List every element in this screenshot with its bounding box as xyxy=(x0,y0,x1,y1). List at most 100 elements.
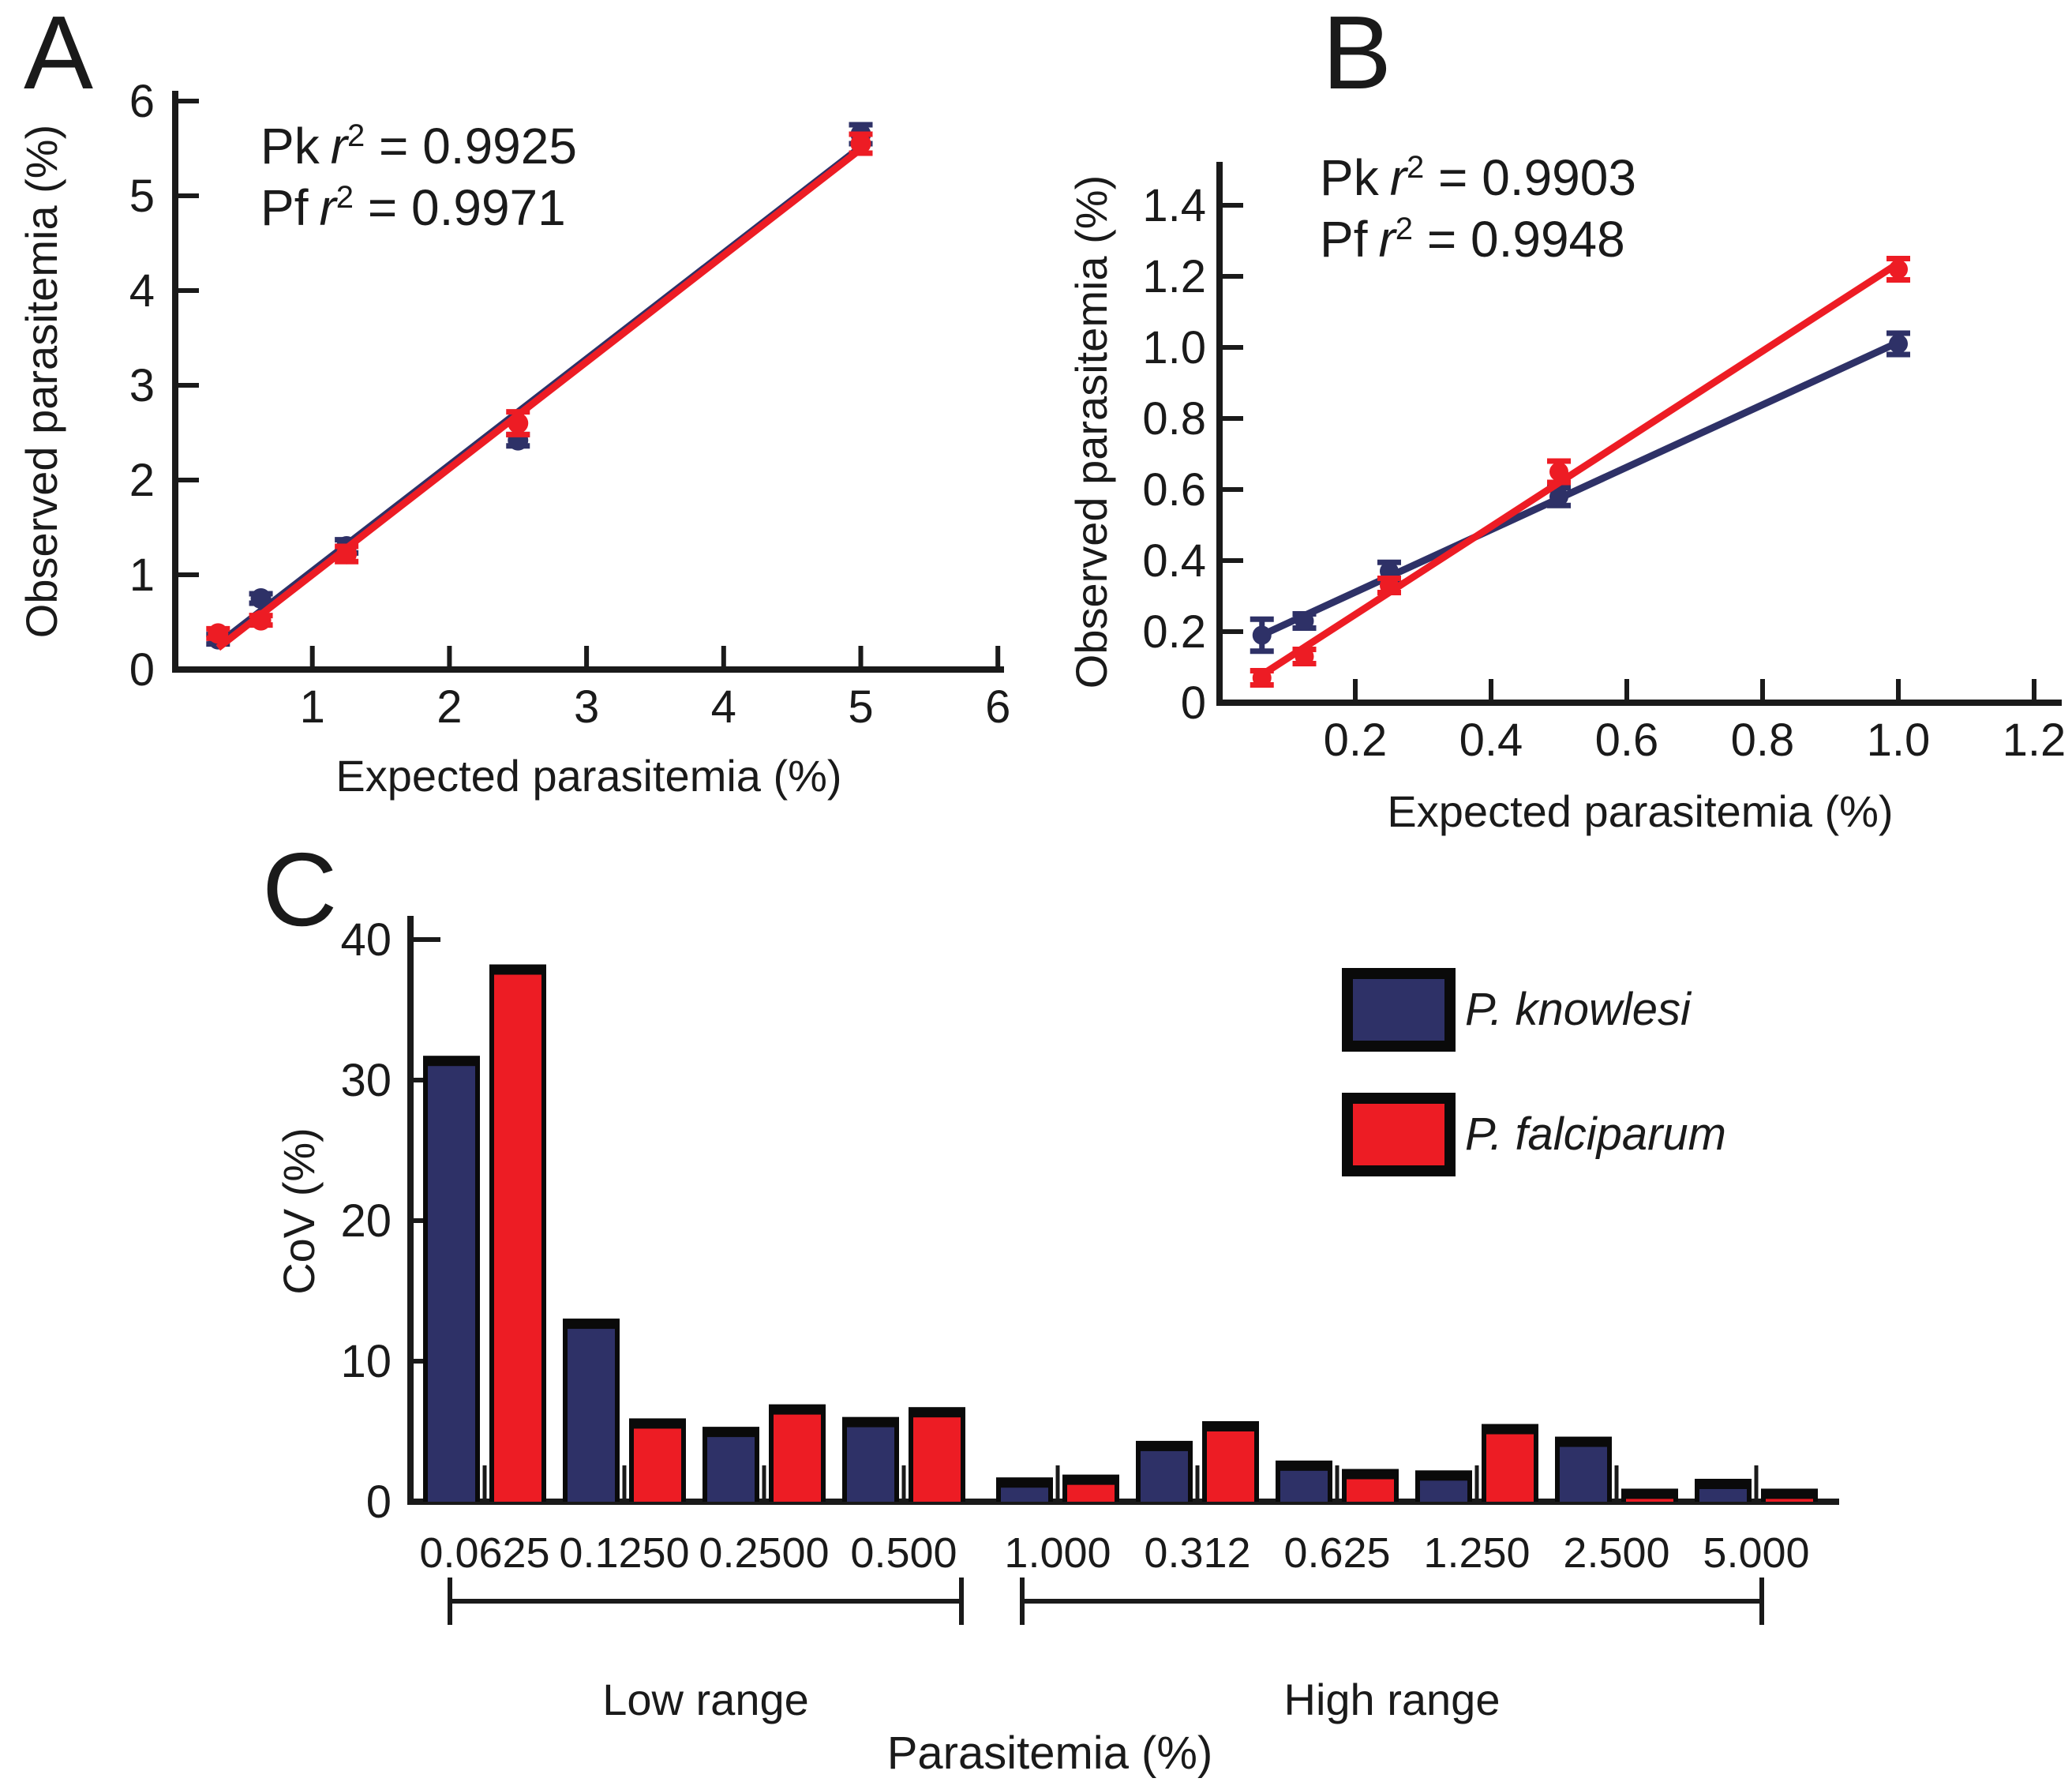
y-axis-title: CoV (%) xyxy=(274,1127,324,1295)
x-axis-title: Parasitemia (%) xyxy=(887,1728,1213,1779)
annotation-eq: = xyxy=(1424,149,1482,206)
annotation-sup: 2 xyxy=(1396,212,1413,246)
y-tick-label: 0.6 xyxy=(1142,464,1206,516)
y-tick-label: 1.4 xyxy=(1142,180,1206,231)
annotation-sup: 2 xyxy=(336,180,354,215)
data-point-pf xyxy=(1889,260,1908,279)
y-tick-label: 0 xyxy=(129,644,155,696)
y-tick-label: 1.2 xyxy=(1142,251,1206,302)
y-tick-label: 0.4 xyxy=(1142,535,1206,587)
category-label: 1.000 xyxy=(1004,1529,1111,1577)
bar xyxy=(634,1428,681,1502)
bar xyxy=(1141,1450,1188,1502)
category-label: 0.2500 xyxy=(699,1529,829,1577)
y-tick-label: 2 xyxy=(129,455,155,506)
legend-swatch xyxy=(1353,979,1444,1041)
fit-line-pf xyxy=(1260,260,1901,678)
annotation-var: r xyxy=(1390,149,1409,206)
panel-a: A 1 2 3 4 5 6 0 1 2 3 4 5 6 Expected parasitemia (%) Ob… xyxy=(17,0,1010,801)
series-pf xyxy=(1250,256,1910,688)
x-tick-label: 5 xyxy=(848,681,873,733)
y-axis-title: Observed parasitemia (%) xyxy=(17,125,66,638)
x-tick-label: 1 xyxy=(300,681,325,733)
y-tick-label: 20 xyxy=(340,1195,392,1247)
y-tick-label: 0 xyxy=(366,1476,392,1528)
y-tick-label: 0 xyxy=(1181,677,1206,729)
data-point-pf xyxy=(1380,576,1399,595)
annotation-sup: 2 xyxy=(1407,150,1424,185)
legend: P. knowlesi P. falciparum xyxy=(1342,968,1726,1176)
annotation-var: r xyxy=(1378,211,1397,268)
data-point-pk xyxy=(1252,625,1272,645)
category-label: 0.0625 xyxy=(419,1529,549,1577)
range-label: Low range xyxy=(602,1675,809,1724)
bar xyxy=(847,1427,894,1502)
annotation-series: Pf xyxy=(1320,211,1368,268)
bar xyxy=(1699,1488,1747,1502)
bar xyxy=(1766,1499,1813,1502)
panel-letter: B xyxy=(1322,0,1392,111)
annotation-series: Pk xyxy=(260,118,320,174)
annotation-eq: = xyxy=(354,179,411,236)
annotation-sup: 2 xyxy=(347,118,365,153)
data-point-pk xyxy=(1889,334,1908,354)
data-point-pk xyxy=(250,588,272,609)
fit-line-pf xyxy=(215,146,864,651)
bar xyxy=(1001,1488,1048,1502)
panel-c: C 0 10 20 30 40 CoV (%) 0.0625 0.1250 0.2500 0.500… xyxy=(262,831,1839,1779)
bar xyxy=(568,1329,615,1502)
data-point-pf xyxy=(336,543,358,565)
bar xyxy=(1560,1446,1607,1502)
bar xyxy=(494,974,541,1502)
data-point-pf xyxy=(208,623,229,644)
y-tick-label: 10 xyxy=(340,1336,392,1387)
bar xyxy=(1067,1484,1115,1502)
x-tick-label: 1.2 xyxy=(2003,715,2066,766)
y-tick-label: 1 xyxy=(129,550,155,601)
annotation-var: r xyxy=(331,118,350,174)
bar xyxy=(1626,1499,1673,1502)
legend-swatch xyxy=(1353,1104,1444,1165)
bar-outline xyxy=(1761,1488,1818,1502)
bar xyxy=(428,1066,475,1502)
r-squared-annotation-pk: Pk r2 = 0.9925 xyxy=(260,118,577,174)
x-tick-label: 0.2 xyxy=(1324,715,1388,766)
legend-label: P. knowlesi xyxy=(1465,984,1692,1035)
x-axis-title: Expected parasitemia (%) xyxy=(335,751,841,801)
x-tick-label: 4 xyxy=(711,681,736,733)
data-point-pf xyxy=(1549,462,1568,482)
bar-outline xyxy=(1621,1488,1678,1502)
bar xyxy=(1486,1434,1534,1502)
y-tick-label: 0.8 xyxy=(1142,393,1206,445)
x-tick-label: 0.8 xyxy=(1731,715,1795,766)
annotation-value: 0.9903 xyxy=(1482,149,1636,206)
annotation-eq: = xyxy=(365,118,422,174)
x-axis-title: Expected parasitemia (%) xyxy=(1387,786,1893,836)
y-tick-label: 6 xyxy=(129,76,155,127)
category-label: 1.250 xyxy=(1423,1529,1530,1577)
x-tick-label: 3 xyxy=(574,681,599,733)
data-point-pf xyxy=(850,133,871,154)
bar xyxy=(1347,1479,1394,1502)
data-point-pf xyxy=(1295,647,1314,666)
x-tick-label: 0.4 xyxy=(1459,715,1523,766)
y-tick-label: 3 xyxy=(129,360,155,411)
r-squared-annotation-pk: Pk r2 = 0.9903 xyxy=(1320,149,1636,206)
y-tick-label: 40 xyxy=(340,914,392,966)
bar xyxy=(913,1417,961,1502)
x-tick-label: 2 xyxy=(437,681,462,733)
data-point-pk xyxy=(1295,611,1314,631)
data-point-pf xyxy=(1252,668,1272,688)
data-point-pf xyxy=(508,413,529,433)
category-label: 0.625 xyxy=(1283,1529,1390,1577)
annotation-series: Pf xyxy=(260,179,309,236)
panel-letter: C xyxy=(262,831,337,947)
bar xyxy=(1280,1470,1328,1502)
x-tick-label: 0.6 xyxy=(1595,715,1659,766)
category-label: 5.000 xyxy=(1703,1529,1809,1577)
range-label: High range xyxy=(1284,1675,1501,1724)
y-tick-label: 5 xyxy=(129,171,155,222)
x-tick-label: 6 xyxy=(985,681,1010,733)
panel-b: B 0.2 0.4 0.6 0.8 1.0 1.2 0 0.2 0.4 0.6 0.8 1.0 1.2 1.… xyxy=(1066,0,2066,836)
